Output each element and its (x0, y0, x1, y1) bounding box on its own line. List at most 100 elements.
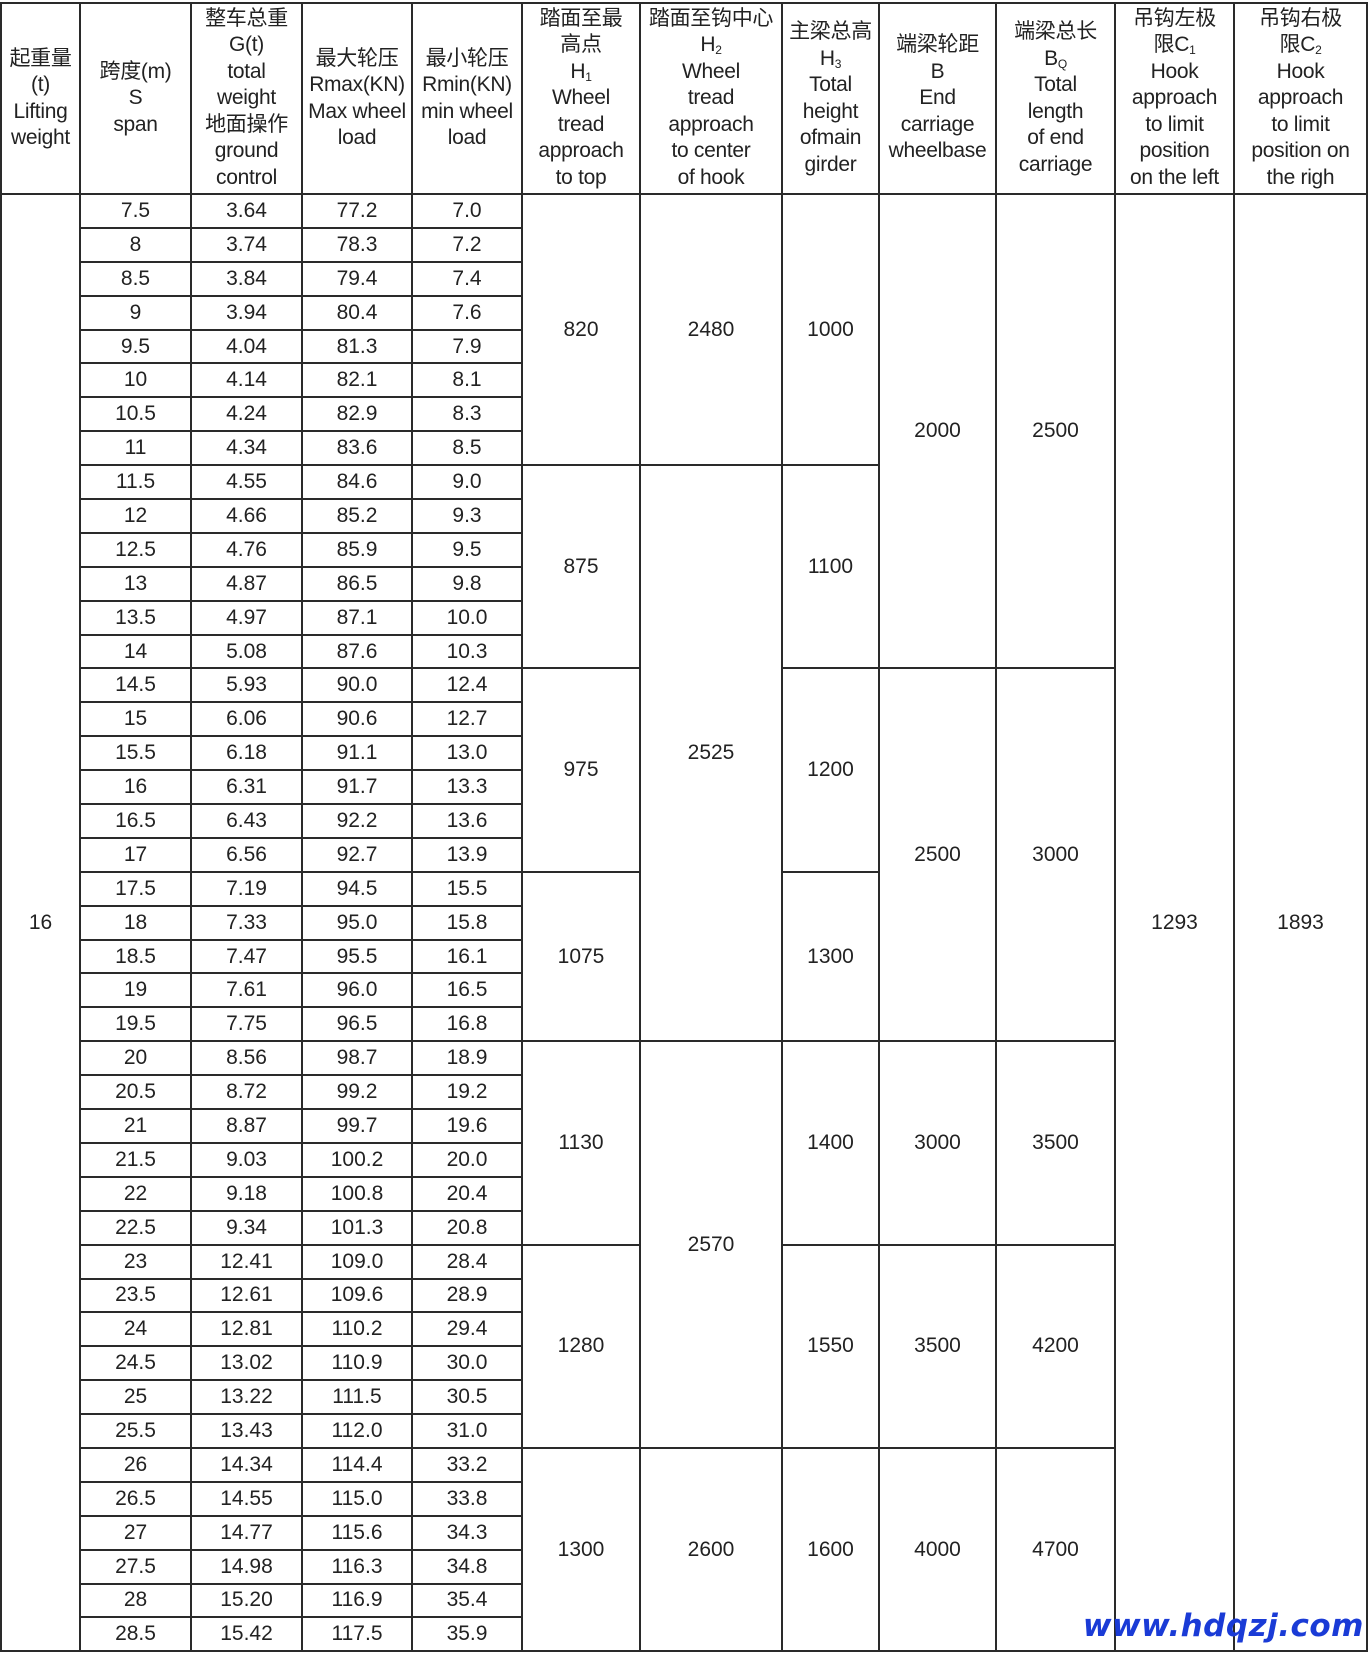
span-cell: 18 (79, 904, 192, 941)
total-weight-cell: 9.18 (190, 1175, 303, 1212)
max-wheel-load-cell: 115.6 (301, 1514, 413, 1551)
max-wheel-load-cell: 115.0 (301, 1480, 413, 1517)
h1-cell: 1075 (521, 870, 641, 1043)
table-row: 11 4.34 83.6 8.5 (1, 430, 1367, 467)
max-wheel-load-cell: 83.6 (301, 430, 413, 467)
min-wheel-load-cell: 16.8 (411, 1006, 523, 1043)
table-row: 13 4.87 86.5 9.8 (1, 565, 1367, 602)
span-cell: 21 (79, 1108, 192, 1144)
header-line: of end (1027, 126, 1084, 149)
span-cell: 15.5 (79, 735, 192, 772)
total-weight-cell: 12.81 (190, 1311, 303, 1348)
column-header: 主梁总高 H3 Total height ofmain girder (781, 2, 880, 195)
total-weight-cell: 7.61 (190, 972, 303, 1009)
total-weight-cell: 5.93 (190, 667, 303, 704)
total-weight-cell: 7.75 (190, 1006, 303, 1043)
max-wheel-load-cell: 98.7 (301, 1040, 413, 1077)
table-row: 23 12.41 109.0 28.4 1280 1550 3500 4200 (1, 1243, 1367, 1449)
table-row: 20 8.56 98.7 18.9 1130 2570 1400 3000 3500 (1, 1040, 1367, 1449)
max-wheel-load-cell: 99.7 (301, 1108, 413, 1144)
span-cell: 28.5 (79, 1616, 192, 1653)
total-weight-cell: 4.87 (190, 565, 303, 602)
max-wheel-load-cell: 117.5 (301, 1616, 413, 1653)
header-line: span (113, 112, 158, 136)
header-line: Hook (1276, 59, 1325, 83)
column-header: 最小轮压 Rmin(KN) min wheel load (411, 2, 523, 195)
h3-cell: 1000 (781, 192, 880, 467)
column-header: 吊钩左极 限C1 Hook approach to limit position on th… (1114, 2, 1235, 195)
header-line: to limit (1145, 112, 1204, 136)
total-weight-cell: 13.02 (190, 1345, 303, 1382)
min-wheel-load-cell: 34.8 (411, 1548, 523, 1585)
table-row: 8 3.74 78.3 7.2 (1, 226, 1367, 263)
b-cell: 3500 (878, 1243, 997, 1449)
span-cell: 9 (79, 294, 192, 331)
b-cell: 3000 (878, 1040, 997, 1246)
min-wheel-load-cell: 29.4 (411, 1311, 523, 1348)
span-cell: 10 (79, 362, 192, 399)
min-wheel-load-cell: 33.2 (411, 1446, 523, 1483)
table-row: 14 5.08 87.6 10.3 (1, 633, 1367, 670)
max-wheel-load-cell: 77.2 (301, 193, 413, 229)
total-weight-cell: 3.84 (190, 260, 303, 297)
max-wheel-load-cell: 112.0 (301, 1413, 413, 1449)
span-cell: 21.5 (79, 1141, 192, 1178)
span-cell: 11 (79, 430, 192, 467)
span-cell: 23.5 (79, 1277, 192, 1314)
min-wheel-load-cell: 10.3 (411, 633, 523, 670)
header-line: 起重量 (9, 46, 72, 70)
column-header: 踏面至钩中心 H2 Wheel tread approach to center of ho… (639, 2, 783, 195)
table-row: 18 7.33 95.0 15.8 (1, 904, 1367, 941)
header-line: load (337, 126, 377, 149)
span-cell: 10.5 (79, 396, 192, 433)
max-wheel-load-cell: 109.6 (301, 1277, 413, 1314)
min-wheel-load-cell: 8.5 (411, 430, 523, 467)
table-row: 19 7.61 96.0 16.5 (1, 972, 1367, 1009)
h3-cell: 1400 (781, 1040, 880, 1246)
min-wheel-load-cell: 7.2 (411, 226, 523, 263)
span-cell: 8 (79, 226, 192, 263)
min-wheel-load-cell: 13.9 (411, 836, 523, 873)
header-line: B (930, 59, 945, 83)
min-wheel-load-cell: 16.1 (411, 938, 523, 975)
header-line: position (1139, 139, 1210, 163)
min-wheel-load-cell: 9.3 (411, 498, 523, 534)
header-line: weight (11, 126, 70, 149)
max-wheel-load-cell: 91.1 (301, 735, 413, 772)
table-row: 12.5 4.76 85.9 9.5 (1, 531, 1367, 568)
min-wheel-load-cell: 19.6 (411, 1108, 523, 1144)
header-line: load (447, 126, 487, 149)
max-wheel-load-cell: 95.0 (301, 904, 413, 941)
header-line: 跨度(m) (99, 59, 172, 83)
span-cell: 14.5 (79, 667, 192, 704)
header-line: Rmin(KN) (422, 73, 512, 96)
max-wheel-load-cell: 109.0 (301, 1243, 413, 1280)
span-cell: 25 (79, 1379, 192, 1416)
table-row: 27.5 14.98 116.3 34.8 (1, 1548, 1367, 1585)
h2-cell: 2600 (639, 1446, 783, 1653)
h3-cell: 1200 (781, 667, 880, 873)
max-wheel-load-cell: 79.4 (301, 260, 413, 297)
span-cell: 28 (79, 1582, 192, 1619)
min-wheel-load-cell: 20.4 (411, 1175, 523, 1212)
min-wheel-load-cell: 31.0 (411, 1413, 523, 1449)
table-row: 22.5 9.34 101.3 20.8 (1, 1209, 1367, 1246)
max-wheel-load-cell: 116.9 (301, 1582, 413, 1619)
max-wheel-load-cell: 90.0 (301, 667, 413, 704)
column-header: 起重量 (t) Lifting weight (0, 2, 81, 195)
total-weight-cell: 13.22 (190, 1379, 303, 1416)
min-wheel-load-cell: 15.8 (411, 904, 523, 941)
header-line: position on (1251, 139, 1350, 163)
total-weight-cell: 9.34 (190, 1209, 303, 1246)
total-weight-cell: 14.77 (190, 1514, 303, 1551)
span-cell: 19.5 (79, 1006, 192, 1043)
min-wheel-load-cell: 20.0 (411, 1141, 523, 1178)
table-row: 10 4.14 82.1 8.1 (1, 362, 1367, 399)
total-weight-cell: 7.33 (190, 904, 303, 941)
min-wheel-load-cell: 8.1 (411, 362, 523, 399)
min-wheel-load-cell: 13.6 (411, 803, 523, 839)
table-row: 16 6.31 91.7 13.3 (1, 769, 1367, 806)
header-line: 最小轮压 (425, 46, 509, 70)
min-wheel-load-cell: 9.0 (411, 464, 523, 501)
total-weight-cell: 4.76 (190, 531, 303, 568)
